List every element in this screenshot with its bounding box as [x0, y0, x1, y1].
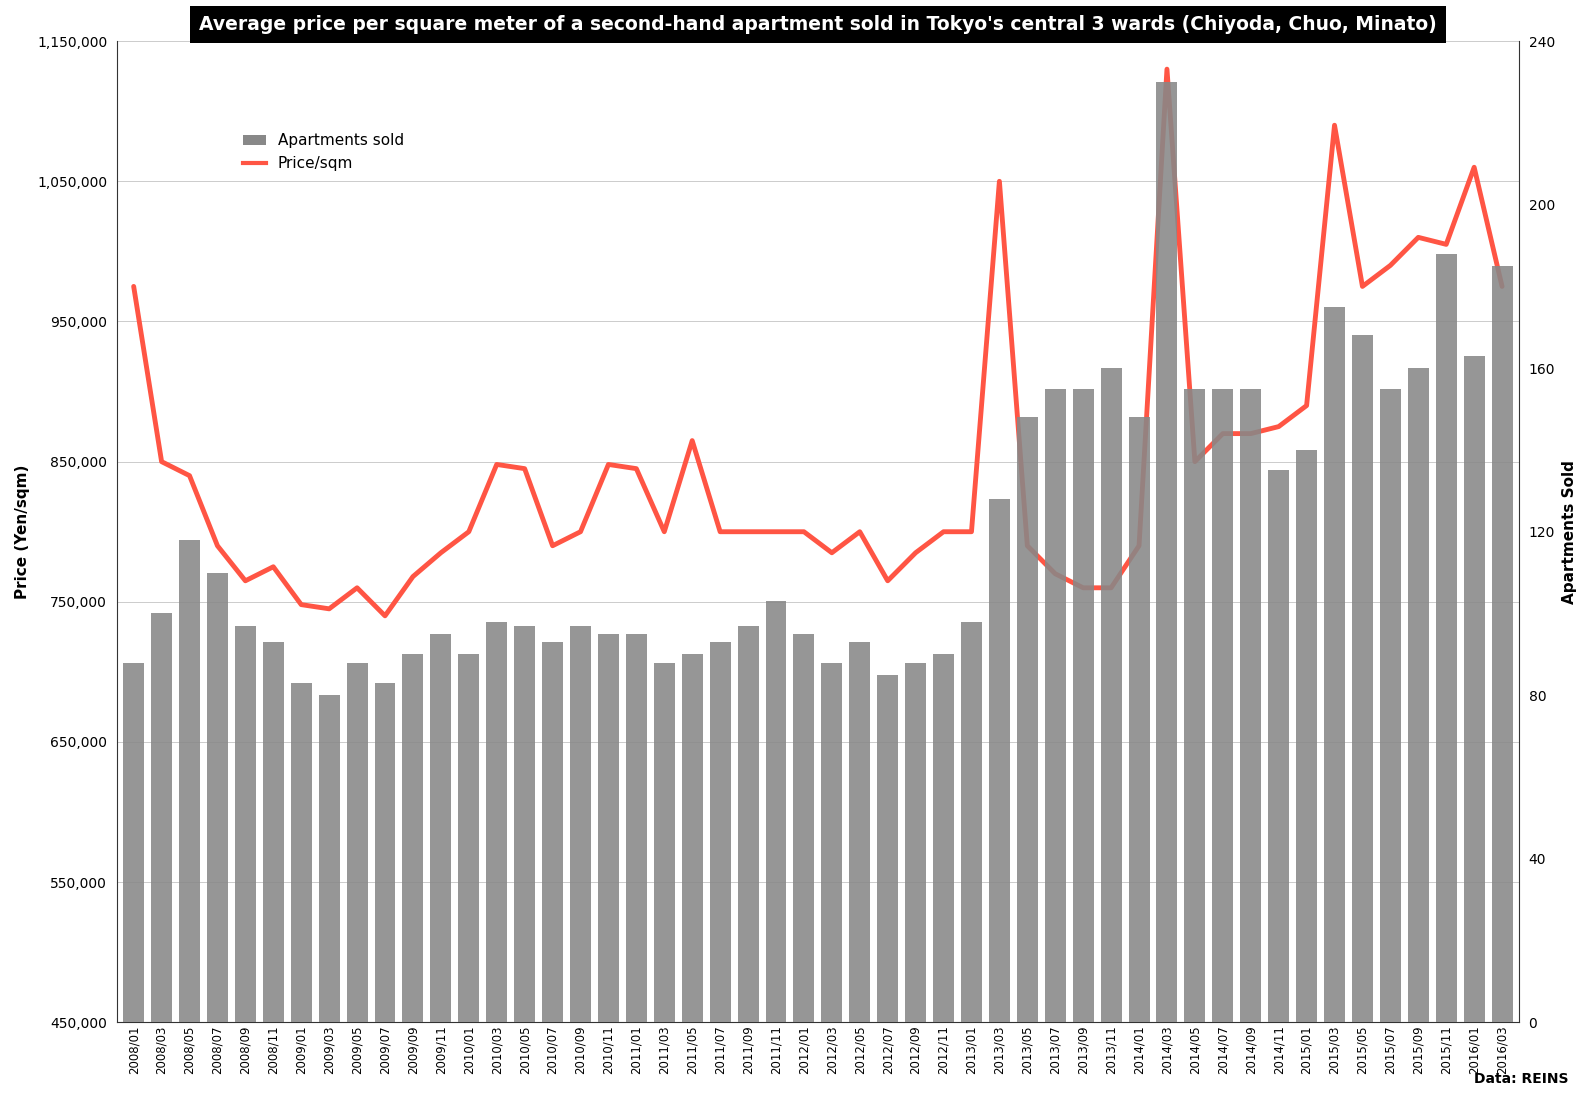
Bar [989, 499, 1009, 1022]
Bar [543, 642, 564, 1022]
Bar [599, 634, 619, 1022]
Bar [1352, 336, 1372, 1022]
Legend: Apartments sold, Price/sqm: Apartments sold, Price/sqm [237, 128, 411, 177]
Bar [793, 634, 815, 1022]
Bar [1240, 388, 1261, 1022]
Bar [430, 634, 452, 1022]
Bar [1463, 356, 1485, 1022]
Bar [906, 662, 927, 1022]
Bar [207, 573, 228, 1022]
Bar [1380, 388, 1401, 1022]
Bar [291, 683, 312, 1022]
Bar [123, 662, 145, 1022]
Bar [849, 642, 871, 1022]
Y-axis label: Apartments Sold: Apartments Sold [1562, 460, 1578, 604]
Bar [1184, 388, 1205, 1022]
Bar [1017, 417, 1038, 1022]
Bar [178, 540, 201, 1022]
Bar [821, 662, 842, 1022]
Bar [1213, 388, 1234, 1022]
Bar [962, 621, 982, 1022]
Bar [766, 602, 786, 1022]
Bar [710, 642, 731, 1022]
Title: Average price per square meter of a second-hand apartment sold in Tokyo's centra: Average price per square meter of a seco… [199, 15, 1436, 34]
Bar [654, 662, 675, 1022]
Bar [318, 695, 339, 1022]
Y-axis label: Price (Yen/sqm): Price (Yen/sqm) [14, 464, 30, 598]
Bar [1129, 417, 1149, 1022]
Bar [1269, 471, 1290, 1022]
Bar [933, 654, 954, 1022]
Bar [1407, 368, 1428, 1022]
Bar [1044, 388, 1065, 1022]
Bar [681, 654, 702, 1022]
Bar [486, 621, 508, 1022]
Bar [458, 654, 479, 1022]
Bar [570, 626, 591, 1022]
Bar [151, 614, 172, 1022]
Bar [877, 674, 898, 1022]
Bar [626, 634, 646, 1022]
Bar [236, 626, 256, 1022]
Bar [1156, 82, 1178, 1022]
Bar [1325, 307, 1345, 1022]
Bar [374, 683, 395, 1022]
Bar [1296, 450, 1317, 1022]
Bar [514, 626, 535, 1022]
Bar [403, 654, 423, 1022]
Bar [1436, 254, 1457, 1022]
Text: Data: REINS: Data: REINS [1474, 1071, 1568, 1086]
Bar [737, 626, 758, 1022]
Bar [347, 662, 368, 1022]
Bar [263, 642, 283, 1022]
Bar [1100, 368, 1122, 1022]
Bar [1073, 388, 1094, 1022]
Bar [1492, 266, 1512, 1022]
